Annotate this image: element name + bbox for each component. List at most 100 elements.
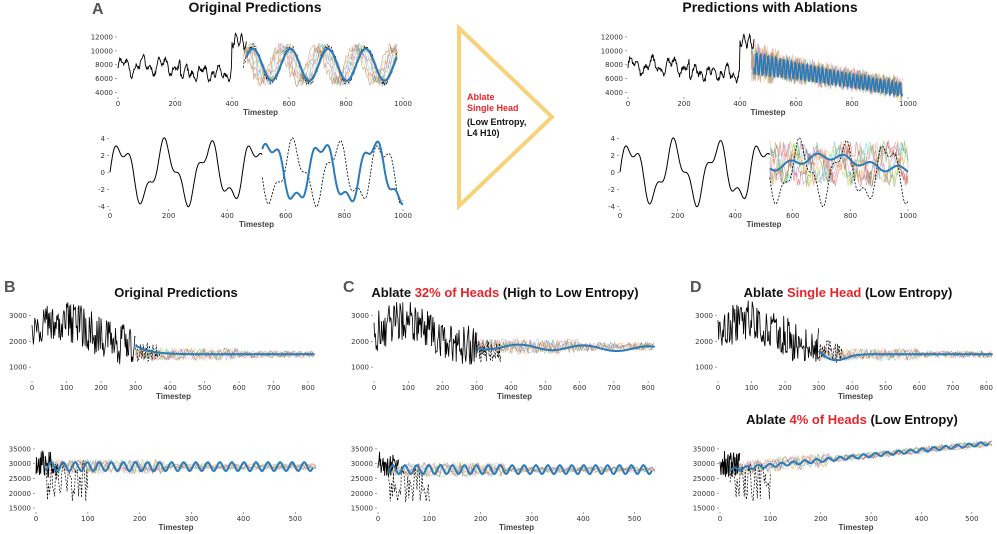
x-tick-label: 0: [116, 100, 120, 108]
sample-prediction-line: [243, 42, 398, 88]
x-axis-label: Timestep: [751, 108, 786, 117]
x-tick-label: 0: [372, 384, 376, 392]
y-tick-label: 25000: [351, 475, 373, 483]
title-d-post: (Low Entropy): [861, 285, 952, 300]
sample-prediction-line: [243, 43, 398, 87]
history-line: [619, 137, 770, 208]
x-tick-label: 400: [733, 100, 746, 108]
y-tick-label: 15000: [693, 505, 715, 513]
y-tick-label: 6000: [605, 75, 623, 83]
sample-prediction-line: [476, 339, 654, 355]
y-tick-label: 15000: [9, 505, 31, 513]
history-line: [373, 302, 478, 365]
x-tick-label: 1000: [899, 100, 917, 108]
x-tick-label: 500: [628, 515, 641, 523]
chart-A1: 0 200 400 600 800 1000 4000 6000 8000 10000 12000 T…: [91, 32, 412, 117]
y-tick-label: 4: [101, 135, 106, 143]
title-d: Ablate Single Head (Low Entropy): [744, 285, 953, 300]
x-tick-label: 0: [30, 384, 34, 392]
sample-prediction-line: [750, 44, 903, 98]
x-tick-label: 1000: [899, 212, 917, 220]
x-tick-label: 700: [946, 384, 959, 392]
x-tick-label: 800: [338, 212, 351, 220]
x-tick-label: 300: [812, 384, 825, 392]
x-axis-label: Timestep: [839, 523, 874, 532]
sample-prediction-line: [476, 338, 654, 355]
x-tick-label: 300: [185, 515, 198, 523]
mean-prediction-line: [729, 441, 990, 472]
mean-prediction-line: [387, 463, 653, 476]
x-tick-label: 200: [162, 212, 175, 220]
panel-label-b: B: [4, 279, 16, 296]
x-axis-label: Timestep: [243, 108, 278, 117]
x-tick-label: 100: [423, 515, 436, 523]
x-tick-label: 500: [879, 384, 892, 392]
y-tick-label: 30000: [693, 460, 715, 468]
y-tick-label: 10000: [601, 47, 623, 55]
arrow-line1: Ablate: [467, 92, 495, 102]
sample-prediction-line: [135, 347, 314, 362]
x-tick-label: 400: [576, 515, 589, 523]
y-tick-label: 1000: [695, 364, 713, 372]
x-tick-label: 0: [716, 384, 720, 392]
ground-truth-line: [387, 463, 430, 503]
ground-truth-line: [729, 463, 771, 501]
x-axis-label: Timestep: [239, 220, 274, 229]
title-c-red: 32% of Heads: [415, 285, 500, 300]
sample-prediction-line: [769, 140, 909, 187]
x-tick-label: 300: [864, 515, 877, 523]
x-tick-label: 800: [641, 384, 654, 392]
y-tick-label: -2: [98, 186, 105, 194]
sample-prediction-line: [476, 338, 654, 354]
y-tick-label: 25000: [693, 475, 715, 483]
y-tick-label: -2: [608, 186, 615, 194]
x-tick-label: 100: [745, 384, 758, 392]
x-tick-label: 400: [845, 384, 858, 392]
history-line: [117, 32, 247, 83]
mean-prediction-line: [135, 344, 315, 356]
history-line: [377, 451, 399, 477]
x-tick-label: 200: [677, 100, 690, 108]
x-tick-label: 400: [221, 212, 234, 220]
y-tick-label: 10000: [91, 47, 113, 55]
title-d-red: Single Head: [787, 285, 861, 300]
x-tick-label: 200: [133, 515, 146, 523]
chart-A2: 0 200 400 600 800 1000 -4 -2 0 2 4 Timestep: [98, 135, 412, 229]
y-tick-label: 0: [611, 169, 615, 177]
x-tick-label: 1000: [394, 212, 412, 220]
sample-prediction-line: [476, 338, 654, 355]
y-tick-label: 2000: [351, 338, 369, 346]
x-tick-label: 400: [163, 384, 176, 392]
title-b: Original Predictions: [114, 285, 238, 300]
x-tick-label: 0: [34, 515, 38, 523]
ground-truth-line: [769, 137, 909, 208]
x-tick-label: 600: [913, 384, 926, 392]
y-tick-label: -4: [98, 203, 106, 211]
x-tick-label: 300: [129, 384, 142, 392]
y-tick-label: 3000: [695, 312, 713, 320]
chart-A4: 0 200 400 600 800 1000 -4 -2 0 2 4 Timestep: [608, 135, 917, 229]
y-tick-label: 1000: [9, 364, 27, 372]
x-tick-label: 500: [965, 515, 978, 523]
chart-A3: 0 200 400 600 800 1000 4000 6000 8000 10000 12000 T…: [601, 32, 917, 117]
x-tick-label: 700: [267, 384, 280, 392]
x-tick-label: 800: [980, 384, 993, 392]
y-tick-label: 4000: [605, 89, 623, 97]
title-d2-red: 4% of Heads: [790, 412, 867, 427]
arrow-line3: (Low Entropy,: [467, 117, 526, 127]
y-tick-label: 35000: [693, 445, 715, 453]
x-tick-label: 0: [108, 212, 112, 220]
ground-truth-line: [818, 339, 843, 363]
chart-B1: 0 100 200 300 400 500 600 700 800 1000 2000 3000 Tim…: [9, 302, 315, 401]
history-line: [31, 302, 136, 365]
y-tick-label: 30000: [351, 460, 373, 468]
x-tick-label: 700: [607, 384, 620, 392]
x-tick-label: 0: [618, 212, 622, 220]
mean-prediction-line: [476, 343, 655, 352]
y-tick-label: 2000: [695, 338, 713, 346]
x-axis-label: Timestep: [159, 523, 194, 532]
x-tick-label: 200: [814, 515, 827, 523]
x-tick-label: 600: [786, 212, 799, 220]
arrow-line2: Single Head: [467, 103, 519, 113]
panel-label-a: A: [92, 1, 104, 18]
